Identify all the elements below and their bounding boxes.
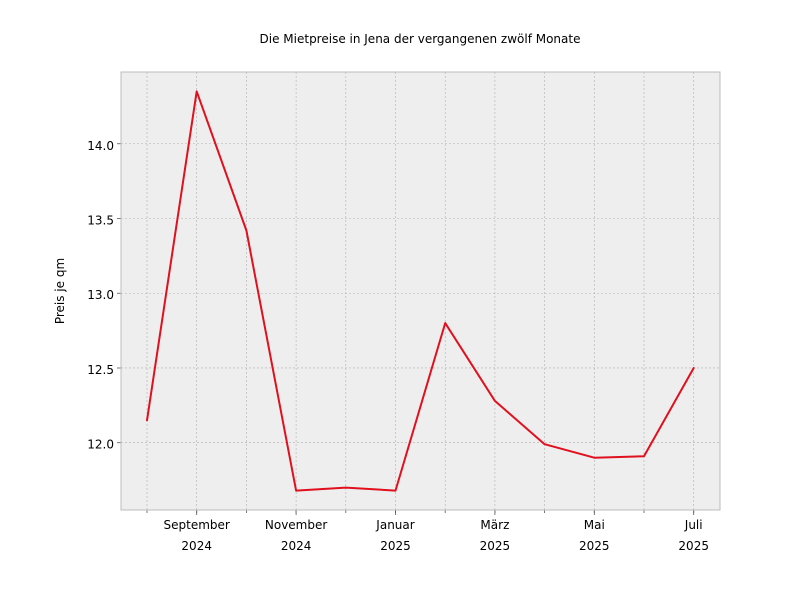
data-point bbox=[146, 419, 148, 421]
y-tick-label: 12.0 bbox=[87, 438, 114, 452]
x-tick-label-year: 2025 bbox=[380, 539, 411, 553]
x-tick-label: März bbox=[480, 518, 509, 532]
data-point bbox=[693, 367, 695, 369]
plot-frame bbox=[120, 71, 721, 511]
data-point bbox=[544, 443, 546, 445]
x-tick-label-year: 2025 bbox=[678, 539, 709, 553]
data-point bbox=[196, 90, 198, 92]
y-tick-label: 14.0 bbox=[87, 139, 114, 153]
y-axis-label: Preis je qm bbox=[53, 258, 67, 324]
data-point bbox=[395, 490, 397, 492]
chart-title: Die Mietpreise in Jena der vergangenen z… bbox=[260, 32, 581, 46]
tick-labels: 12.0 12.5 13.0 13.5 14.0 September 2024 Novembe… bbox=[87, 139, 709, 553]
y-tick-label: 13.0 bbox=[87, 288, 114, 302]
data-point bbox=[444, 322, 446, 324]
x-tick-label-year: 2025 bbox=[480, 539, 511, 553]
data-series bbox=[146, 90, 695, 492]
x-tick-label: September bbox=[164, 518, 230, 532]
plot-background bbox=[121, 72, 720, 510]
x-tick-label-year: 2025 bbox=[579, 539, 610, 553]
series-line bbox=[146, 90, 695, 492]
x-tick-label-year: 2024 bbox=[181, 539, 212, 553]
x-tick-label: Januar bbox=[375, 518, 414, 532]
x-tick-label-year: 2024 bbox=[281, 539, 312, 553]
data-point bbox=[643, 455, 645, 457]
data-point bbox=[295, 490, 297, 492]
x-tick-label: Juli bbox=[684, 518, 703, 532]
data-point bbox=[245, 230, 247, 232]
grid-lines bbox=[121, 72, 720, 510]
y-tick-label: 12.5 bbox=[87, 363, 114, 377]
x-tick-label: November bbox=[265, 518, 327, 532]
x-tick-label: Mai bbox=[584, 518, 605, 532]
data-point bbox=[494, 400, 496, 402]
data-point bbox=[345, 487, 347, 489]
data-point bbox=[593, 457, 595, 459]
y-tick-label: 13.5 bbox=[87, 213, 114, 227]
